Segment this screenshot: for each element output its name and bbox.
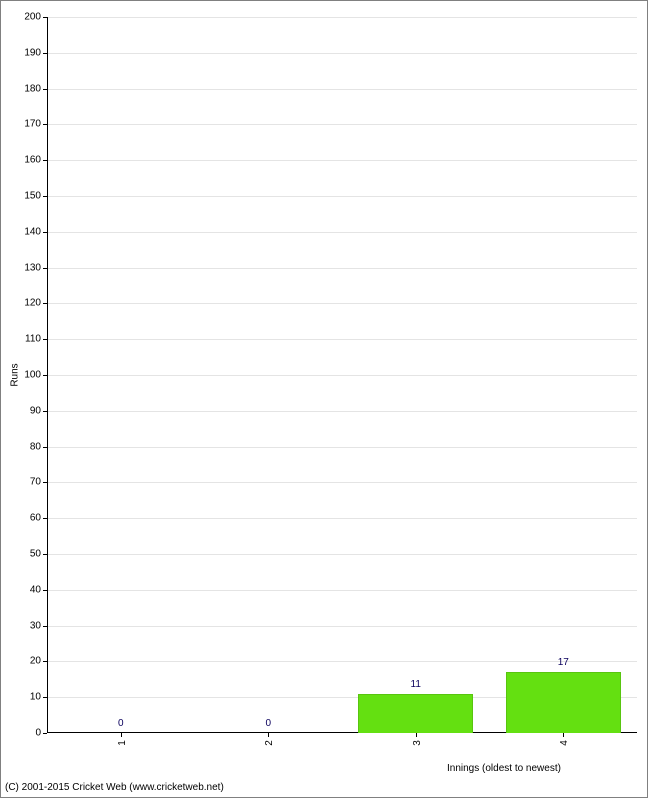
gridline <box>47 411 637 412</box>
gridline <box>47 661 637 662</box>
y-tick-label: 50 <box>30 549 47 560</box>
x-tick-mark <box>268 733 269 737</box>
gridline <box>47 124 637 125</box>
y-tick-label: 130 <box>24 262 47 273</box>
x-tick-mark <box>416 733 417 737</box>
y-tick-label: 30 <box>30 620 47 631</box>
gridline <box>47 375 637 376</box>
y-tick-label: 140 <box>24 226 47 237</box>
y-tick-label: 160 <box>24 155 47 166</box>
x-tick-mark <box>121 733 122 737</box>
gridline <box>47 17 637 18</box>
gridline <box>47 232 637 233</box>
gridline <box>47 518 637 519</box>
y-tick-label: 180 <box>24 83 47 94</box>
y-tick-label: 60 <box>30 513 47 524</box>
y-tick-label: 10 <box>30 692 47 703</box>
bar-value-label: 17 <box>558 657 569 668</box>
x-tick-label: 4 <box>553 740 570 746</box>
y-tick-label: 40 <box>30 584 47 595</box>
gridline <box>47 339 637 340</box>
gridline <box>47 268 637 269</box>
bar-value-label: 0 <box>118 718 124 729</box>
y-tick-label: 80 <box>30 441 47 452</box>
y-tick-label: 120 <box>24 298 47 309</box>
gridline <box>47 626 637 627</box>
credit-text: (C) 2001-2015 Cricket Web (www.cricketwe… <box>5 782 224 793</box>
x-tick-label: 1 <box>111 740 128 746</box>
bar-value-label: 0 <box>265 718 271 729</box>
gridline <box>47 303 637 304</box>
y-tick-label: 190 <box>24 47 47 58</box>
x-tick-label: 3 <box>406 740 423 746</box>
y-tick-label: 170 <box>24 119 47 130</box>
y-tick-label: 110 <box>25 334 47 345</box>
axis-line <box>47 17 48 733</box>
y-axis-label: Runs <box>10 363 21 386</box>
y-tick-label: 90 <box>30 405 47 416</box>
x-tick-label: 2 <box>258 740 275 746</box>
gridline <box>47 554 637 555</box>
y-tick-label: 0 <box>35 728 47 739</box>
y-tick-label: 20 <box>30 656 47 667</box>
y-tick-label: 70 <box>30 477 47 488</box>
x-axis-label: Innings (oldest to newest) <box>447 763 561 774</box>
chart-outer-frame: 0102030405060708090100110120130140150160… <box>0 0 648 798</box>
gridline <box>47 447 637 448</box>
gridline <box>47 590 637 591</box>
bar <box>358 694 473 733</box>
y-tick-label: 100 <box>24 370 47 381</box>
gridline <box>47 482 637 483</box>
y-tick-label: 150 <box>24 191 47 202</box>
x-tick-mark <box>563 733 564 737</box>
bar <box>506 672 621 733</box>
gridline <box>47 160 637 161</box>
y-tick-label: 200 <box>24 12 47 23</box>
gridline <box>47 53 637 54</box>
gridline <box>47 196 637 197</box>
gridline <box>47 89 637 90</box>
plot-area: 0102030405060708090100110120130140150160… <box>47 17 637 733</box>
bar-value-label: 11 <box>411 679 421 690</box>
